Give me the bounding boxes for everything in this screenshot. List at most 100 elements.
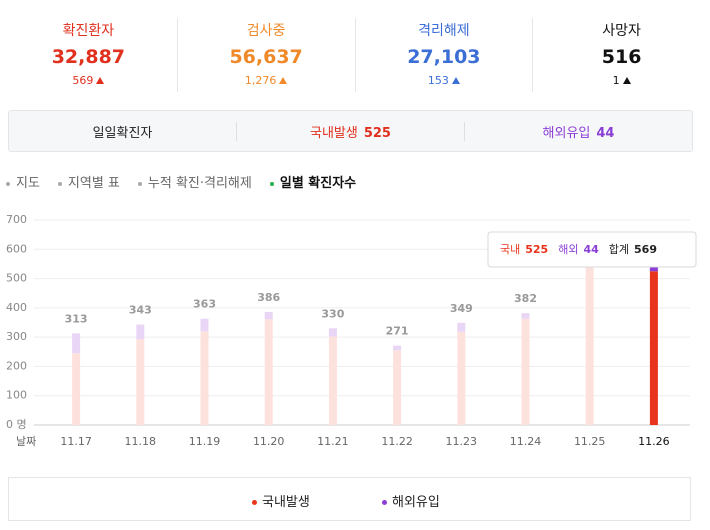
stat-label: 검사중 bbox=[246, 23, 286, 39]
value: 525 bbox=[363, 125, 391, 141]
bar-segment bbox=[457, 331, 466, 425]
stat-change: 153 bbox=[356, 74, 533, 87]
stat-value: 32,887 bbox=[51, 46, 126, 68]
value: 44 bbox=[596, 125, 615, 141]
tab[interactable]: 일별 확진자수 bbox=[269, 172, 357, 191]
bar-segment bbox=[521, 313, 530, 319]
tab-dot bbox=[269, 181, 274, 186]
total-label: 271 bbox=[386, 325, 409, 338]
total-label: 386 bbox=[257, 291, 280, 304]
tooltip-value: 569 bbox=[634, 243, 657, 256]
tab-label: 지역별 표 bbox=[67, 176, 120, 191]
legend-dot bbox=[252, 500, 257, 505]
legend-label: 국내발생 bbox=[262, 495, 310, 510]
total-label: 330 bbox=[321, 307, 344, 320]
tab-label: 지도 bbox=[16, 176, 40, 191]
y-tick-label: 0 명 bbox=[6, 418, 27, 431]
bar-segment bbox=[264, 319, 273, 425]
stat-change: 1 bbox=[533, 74, 710, 87]
x-tick-label: 11.21 bbox=[317, 435, 349, 448]
x-tick-label: 11.20 bbox=[253, 435, 285, 448]
y-tick-label: 600 bbox=[6, 242, 27, 255]
tooltip-label: 국내 bbox=[500, 243, 520, 256]
x-tick-label: 11.25 bbox=[574, 435, 606, 448]
y-tick-label: 700 bbox=[6, 213, 27, 226]
up-icon bbox=[622, 77, 631, 84]
label: 해외유입 bbox=[542, 125, 591, 141]
stat-change: 1,276 bbox=[178, 74, 355, 87]
stat-label: 사망자 bbox=[602, 23, 641, 39]
tab[interactable]: 지역별 표 bbox=[57, 172, 120, 191]
total-label: 343 bbox=[129, 304, 152, 317]
tab[interactable]: 지도 bbox=[6, 172, 40, 191]
bar-segment bbox=[393, 345, 402, 351]
x-tick-label: 11.19 bbox=[189, 435, 221, 448]
bar-segment bbox=[328, 336, 337, 425]
stat-card: 격리해제 27,103 153 bbox=[356, 18, 534, 92]
bar-segment bbox=[136, 324, 145, 340]
x-tick-label: 11.23 bbox=[446, 435, 478, 448]
stat-card: 검사중 56,637 1,276 bbox=[178, 18, 356, 92]
bar-segment bbox=[328, 328, 337, 337]
tab-dot bbox=[6, 181, 10, 186]
stat-card: 사망자 516 1 bbox=[533, 18, 710, 92]
bar-segment bbox=[457, 322, 466, 332]
tab-label: 누적 확진·격리해제 bbox=[147, 176, 252, 191]
total-label: 363 bbox=[193, 298, 216, 311]
up-icon bbox=[96, 77, 105, 84]
bar-segment bbox=[649, 271, 658, 425]
y-tick-label: 200 bbox=[6, 359, 27, 372]
stat-value: 56,637 bbox=[229, 46, 303, 68]
chart: 0 명 100 200 300 400 500 600 700 날짜 313 11.17 343 11.… bbox=[6, 213, 697, 448]
legend: 국내발생 해외유입 bbox=[8, 477, 691, 521]
summary-domestic: 국내발생 525 bbox=[237, 121, 465, 141]
change-value: 153 bbox=[427, 74, 449, 87]
tab-label: 일별 확진자수 bbox=[279, 176, 357, 191]
stat-card: 확진환자 32,887 569 bbox=[0, 18, 178, 92]
x-tick-label: 11.24 bbox=[510, 435, 542, 448]
bar-segment bbox=[136, 339, 145, 425]
legend-label: 해외유입 bbox=[392, 495, 440, 510]
y-tick-label: 300 bbox=[6, 330, 27, 343]
stat-label: 격리해제 bbox=[418, 23, 470, 39]
bar-segment bbox=[393, 350, 402, 425]
x-tick-label: 11.17 bbox=[60, 435, 92, 448]
legend-item[interactable]: 해외유입 bbox=[382, 491, 440, 510]
stat-change: 569 bbox=[0, 74, 177, 87]
total-label: 382 bbox=[514, 292, 537, 305]
y-tick-label: 100 bbox=[6, 389, 27, 402]
tab[interactable]: 누적 확진·격리해제 bbox=[137, 172, 252, 191]
y-tick-label: 500 bbox=[6, 272, 27, 285]
label: 국내발생 bbox=[310, 125, 358, 141]
bar-segment bbox=[200, 318, 209, 332]
total-label: 349 bbox=[450, 302, 473, 315]
change-value: 1 bbox=[612, 74, 620, 87]
tooltip-value: 525 bbox=[525, 243, 548, 256]
change-value: 1,276 bbox=[244, 74, 277, 87]
summary-total: 일일확진자 bbox=[9, 121, 237, 141]
summary-imported: 해외유입 44 bbox=[465, 122, 692, 141]
tab-dot bbox=[57, 181, 62, 186]
bar-segment bbox=[200, 331, 209, 425]
change-value: 569 bbox=[72, 74, 94, 87]
up-icon bbox=[279, 77, 288, 84]
stats-row: 확진환자 32,887 569 검사중 56,637 1,276 격리해제 27,103 153… bbox=[0, 10, 710, 100]
legend-dot bbox=[382, 500, 387, 505]
bar-segment bbox=[521, 318, 530, 425]
stat-value: 27,103 bbox=[407, 46, 481, 68]
stat-value: 516 bbox=[601, 46, 642, 68]
tab-dot bbox=[137, 181, 142, 186]
tooltip-value: 44 bbox=[583, 243, 599, 256]
label: 일일확진자 bbox=[92, 125, 153, 141]
bar-segment bbox=[264, 311, 273, 320]
legend-item[interactable]: 국내발생 bbox=[252, 491, 310, 510]
x-tick-label: 11.22 bbox=[381, 435, 413, 448]
bar-segment bbox=[585, 263, 594, 425]
bar-segment bbox=[72, 333, 81, 354]
total-label: 313 bbox=[65, 312, 88, 325]
stat-label: 확진환자 bbox=[62, 23, 115, 39]
tooltip-box bbox=[487, 231, 697, 268]
up-icon bbox=[451, 77, 460, 84]
x-tick-label: 11.18 bbox=[125, 435, 157, 448]
x-tick-label: 11.26 bbox=[638, 435, 670, 448]
